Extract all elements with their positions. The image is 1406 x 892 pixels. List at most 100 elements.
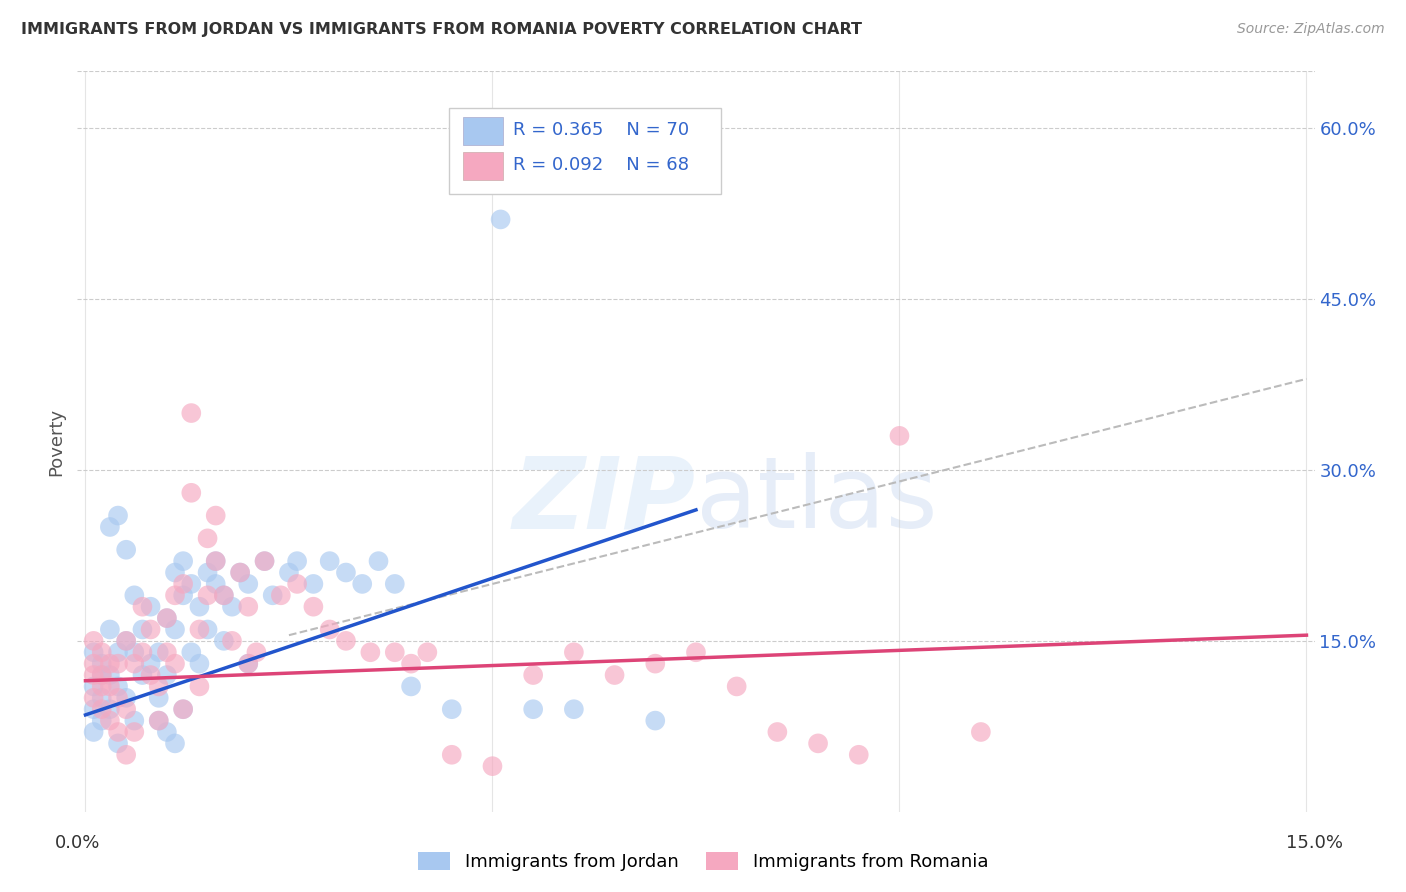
Point bbox=[148, 680, 170, 694]
Point bbox=[212, 588, 235, 602]
Point bbox=[139, 668, 162, 682]
Point bbox=[204, 554, 226, 568]
Point bbox=[98, 714, 121, 728]
Point bbox=[163, 623, 186, 637]
Point bbox=[725, 680, 748, 694]
Point bbox=[270, 588, 292, 602]
Point bbox=[603, 668, 626, 682]
Point bbox=[90, 714, 112, 728]
Point bbox=[83, 633, 105, 648]
Point bbox=[302, 599, 325, 614]
Point bbox=[644, 714, 666, 728]
Point bbox=[238, 657, 260, 671]
Point bbox=[83, 668, 105, 682]
Point bbox=[399, 657, 422, 671]
Point bbox=[107, 657, 129, 671]
Point bbox=[188, 680, 211, 694]
Point bbox=[131, 645, 153, 659]
Point bbox=[98, 702, 121, 716]
Point bbox=[197, 532, 219, 546]
Point bbox=[98, 680, 121, 694]
Point bbox=[107, 508, 129, 523]
Point bbox=[522, 668, 544, 682]
Point bbox=[172, 554, 194, 568]
Point bbox=[107, 725, 129, 739]
Point bbox=[285, 577, 308, 591]
Point bbox=[440, 702, 463, 716]
Point bbox=[318, 554, 340, 568]
Point bbox=[238, 577, 260, 591]
Point bbox=[156, 611, 179, 625]
Bar bbox=[464, 117, 503, 145]
Point bbox=[229, 566, 252, 580]
Text: R = 0.365    N = 70: R = 0.365 N = 70 bbox=[513, 120, 689, 139]
Point bbox=[848, 747, 870, 762]
Point bbox=[90, 680, 112, 694]
Point bbox=[335, 633, 357, 648]
Point bbox=[359, 645, 381, 659]
Point bbox=[115, 633, 138, 648]
Point bbox=[83, 680, 105, 694]
Point bbox=[367, 554, 389, 568]
Point bbox=[221, 599, 243, 614]
Point bbox=[172, 577, 194, 591]
Text: atlas: atlas bbox=[696, 452, 938, 549]
Point bbox=[335, 566, 357, 580]
Point bbox=[238, 599, 260, 614]
Point bbox=[83, 690, 105, 705]
Point bbox=[204, 554, 226, 568]
Point bbox=[98, 668, 121, 682]
Point bbox=[889, 429, 911, 443]
Bar bbox=[449, 109, 721, 194]
Point bbox=[163, 566, 186, 580]
Point bbox=[229, 566, 252, 580]
Point bbox=[163, 657, 186, 671]
Point bbox=[399, 680, 422, 694]
Point bbox=[148, 645, 170, 659]
Point bbox=[440, 747, 463, 762]
Point bbox=[107, 690, 129, 705]
Point bbox=[188, 657, 211, 671]
Point bbox=[172, 702, 194, 716]
Point bbox=[238, 657, 260, 671]
Point bbox=[384, 645, 406, 659]
Text: IMMIGRANTS FROM JORDAN VS IMMIGRANTS FROM ROMANIA POVERTY CORRELATION CHART: IMMIGRANTS FROM JORDAN VS IMMIGRANTS FRO… bbox=[21, 22, 862, 37]
Point bbox=[766, 725, 789, 739]
Point bbox=[285, 554, 308, 568]
Point bbox=[212, 633, 235, 648]
Point bbox=[131, 599, 153, 614]
Point bbox=[212, 588, 235, 602]
Point bbox=[115, 633, 138, 648]
Point bbox=[148, 714, 170, 728]
Point bbox=[197, 566, 219, 580]
Text: ZIP: ZIP bbox=[513, 452, 696, 549]
Point bbox=[90, 690, 112, 705]
Text: 15.0%: 15.0% bbox=[1286, 834, 1343, 852]
Text: R = 0.092    N = 68: R = 0.092 N = 68 bbox=[513, 155, 689, 174]
Point bbox=[221, 633, 243, 648]
Point bbox=[131, 623, 153, 637]
Point bbox=[253, 554, 276, 568]
Point bbox=[204, 577, 226, 591]
Point bbox=[124, 714, 146, 728]
Point bbox=[115, 702, 138, 716]
Point bbox=[90, 657, 112, 671]
Point bbox=[253, 554, 276, 568]
Point bbox=[188, 599, 211, 614]
Point bbox=[148, 690, 170, 705]
Point bbox=[139, 623, 162, 637]
Point bbox=[107, 645, 129, 659]
Point bbox=[163, 588, 186, 602]
Point bbox=[124, 725, 146, 739]
Point bbox=[685, 645, 707, 659]
Point bbox=[180, 406, 202, 420]
Point bbox=[156, 611, 179, 625]
Point bbox=[90, 668, 112, 682]
Point bbox=[90, 645, 112, 659]
Point bbox=[115, 542, 138, 557]
Point bbox=[644, 657, 666, 671]
Point bbox=[180, 577, 202, 591]
Point bbox=[156, 725, 179, 739]
Y-axis label: Poverty: Poverty bbox=[48, 408, 66, 475]
Text: Source: ZipAtlas.com: Source: ZipAtlas.com bbox=[1237, 22, 1385, 37]
